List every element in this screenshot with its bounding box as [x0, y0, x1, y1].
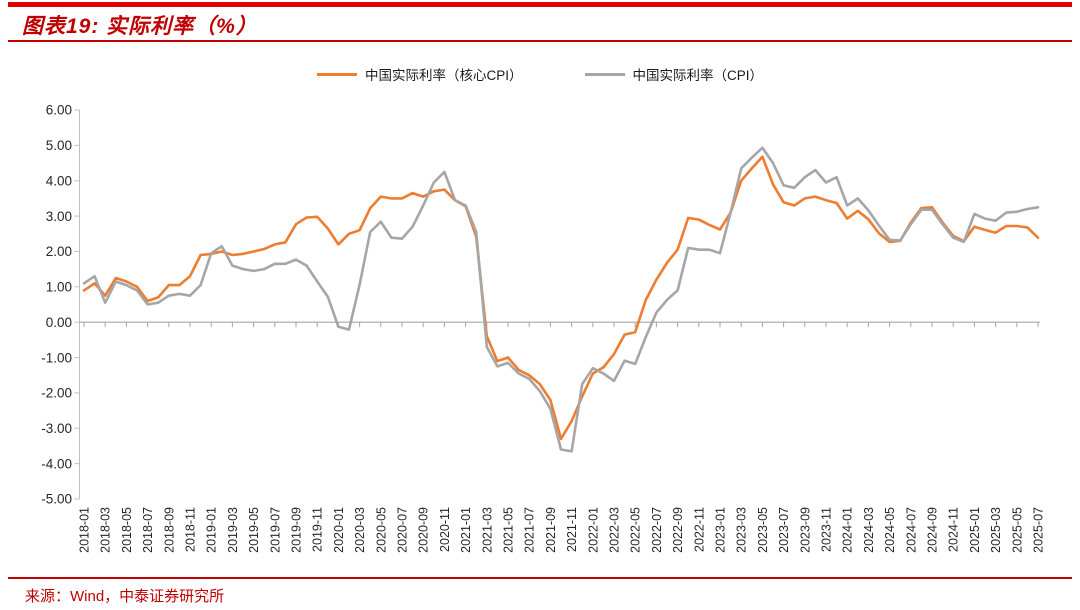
- x-axis-tick-label: 2019-09: [290, 507, 304, 553]
- y-axis-tick-label: 1.00: [46, 280, 72, 295]
- x-axis-tick-label: 2022-11: [692, 507, 706, 552]
- x-axis-tick-label: 2021-01: [459, 507, 473, 553]
- top-accent-bar: [8, 2, 1072, 7]
- x-axis-tick-label: 2021-05: [502, 507, 516, 553]
- legend-line-swatch-cpi: [584, 72, 625, 76]
- y-axis-tick-label: 3.00: [46, 209, 72, 224]
- legend-line-swatch-core-cpi: [316, 72, 357, 76]
- y-axis-tick-label: 0.00: [46, 315, 72, 330]
- x-axis-tick-label: 2019-05: [247, 507, 261, 553]
- x-axis-tick-label: 2019-01: [205, 507, 219, 553]
- x-axis-tick-label: 2023-09: [798, 507, 812, 553]
- x-axis-tick-label: 2019-11: [311, 507, 325, 552]
- source-note: 来源：Wind，中泰证券研究所: [25, 588, 225, 605]
- x-axis-tick-label: 2021-09: [544, 507, 558, 553]
- x-axis-tick-label: 2019-03: [226, 507, 240, 553]
- x-axis-tick-label: 2024-09: [926, 507, 940, 553]
- y-axis-tick-label: 2.00: [46, 244, 72, 259]
- x-axis-tick-label: 2024-11: [947, 507, 961, 552]
- x-axis-tick-label: 2025-05: [1010, 507, 1024, 553]
- x-axis-tick-label: 2018-05: [120, 507, 134, 553]
- x-axis-tick-label: 2018-07: [141, 507, 155, 553]
- x-axis-tick-label: 2025-03: [989, 507, 1003, 553]
- legend-label: 中国实际利率（核心CPI）: [364, 68, 523, 83]
- line-chart-plot-area: 6.00 5.00 4.00 3.00 2.00 1.00 0.00 -1.00 -2.00 -3…: [41, 103, 1046, 553]
- x-axis-tick-label: 2018-01: [78, 507, 92, 553]
- x-axis-tick-label: 2020-05: [374, 507, 388, 553]
- x-axis-tick-label: 2025-01: [968, 507, 982, 553]
- x-axis-tick-label: 2020-11: [438, 507, 452, 552]
- legend-item-core-cpi: 中国实际利率（核心CPI）: [316, 64, 523, 84]
- x-axis-tick-label: 2018-09: [162, 507, 176, 553]
- x-axis-tick-label: 2023-01: [714, 507, 728, 553]
- x-axis-tick-label: 2020-09: [417, 507, 431, 553]
- y-axis-tick-label: -1.00: [41, 350, 72, 365]
- x-axis-tick-label: 2024-03: [862, 507, 876, 553]
- series-line-core-cpi: [82, 155, 1040, 441]
- x-axis-tick-label: 2024-01: [841, 507, 855, 553]
- y-axis-tick-label: 5.00: [46, 138, 72, 153]
- y-axis-tick-label: 4.00: [46, 173, 72, 188]
- x-axis-tick-label: 2023-03: [735, 507, 749, 553]
- title-divider: [8, 40, 1072, 42]
- x-axis-tick-label: 2022-05: [629, 507, 643, 553]
- x-axis-tick-label: 2025-07: [1032, 507, 1046, 553]
- x-axis-tick-label: 2019-07: [268, 507, 282, 553]
- y-axis-tick-label: -2.00: [41, 386, 72, 401]
- source-divider: [8, 577, 1072, 579]
- legend-label: 中国实际利率（CPI）: [632, 68, 764, 83]
- y-axis-tick-label: -4.00: [41, 456, 72, 471]
- x-axis-tick-label: 2021-07: [523, 507, 537, 553]
- x-axis-tick-label: 2018-11: [184, 507, 198, 552]
- x-axis-tick-label: 2023-07: [777, 507, 791, 553]
- x-axis-tick-label: 2020-07: [396, 507, 410, 553]
- legend-item-cpi: 中国实际利率（CPI）: [584, 64, 764, 84]
- x-axis-tick-label: 2021-03: [480, 507, 494, 553]
- x-axis-tick-label: 2024-07: [904, 507, 918, 553]
- x-axis-tick-label: 2022-03: [608, 507, 622, 553]
- x-axis-tick-label: 2022-07: [650, 507, 664, 553]
- x-axis-tick-label: 2022-09: [671, 507, 685, 553]
- y-axis-tick-label: -5.00: [41, 492, 72, 507]
- chart-title: 图表19: 实际利率（%）: [22, 15, 258, 38]
- y-axis-tick-label: 6.00: [46, 103, 72, 118]
- x-axis-tick-label: 2023-05: [756, 507, 770, 553]
- x-axis-tick-label: 2018-03: [99, 507, 113, 553]
- y-axis-tick-label: -3.00: [41, 421, 72, 436]
- x-axis-tick-label: 2023-11: [820, 507, 834, 552]
- x-axis-tick-label: 2020-03: [353, 507, 367, 553]
- chart-legend: 中国实际利率（核心CPI） 中国实际利率（CPI）: [0, 64, 1080, 84]
- x-axis-tick-label: 2024-05: [883, 507, 897, 553]
- x-axis-tick-label: 2022-01: [586, 507, 600, 553]
- x-axis-tick-label: 2021-11: [565, 507, 579, 552]
- series-line-cpi: [82, 146, 1040, 453]
- x-axis-tick-label: 2020-01: [332, 507, 346, 553]
